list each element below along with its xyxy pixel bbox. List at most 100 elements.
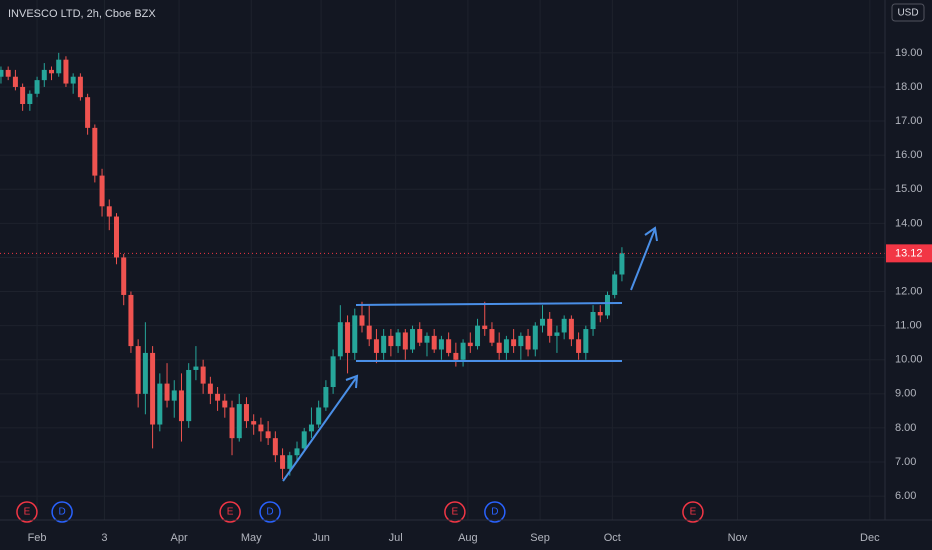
candle-body (207, 383, 213, 394)
x-tick-label: Aug (458, 532, 478, 544)
candle-body (482, 325, 488, 330)
candle-body (323, 387, 329, 408)
arrow-head (644, 226, 658, 242)
candle-body (258, 424, 264, 432)
candle-body (345, 322, 351, 353)
candle-body (453, 352, 459, 360)
candle-body (337, 322, 343, 357)
candle-body (388, 335, 394, 347)
candle-body (612, 274, 618, 295)
y-tick-label: 12.00 (895, 285, 923, 297)
candle-body (236, 404, 242, 439)
candle-body (402, 332, 408, 350)
candle-body (77, 76, 83, 98)
y-tick-label: 9.00 (895, 388, 916, 400)
x-tick-label: 3 (101, 532, 107, 544)
candle-body (150, 352, 156, 425)
candle-body (540, 318, 546, 326)
candle-body (280, 455, 286, 469)
candle-body (460, 342, 466, 360)
event-marker (219, 501, 241, 523)
candle-body (352, 315, 358, 353)
event-marker (444, 501, 466, 523)
candle-body (359, 315, 365, 326)
candle-body (113, 216, 119, 258)
candle-body (49, 69, 55, 74)
breakout-arrow (630, 228, 656, 291)
y-tick-label: 19.00 (895, 47, 923, 59)
y-tick-label: 14.00 (895, 217, 923, 229)
y-tick-label: 11.00 (895, 320, 922, 332)
trend-arrow (282, 377, 357, 482)
currency[interactable]: USD (897, 8, 918, 19)
candle-body (619, 253, 625, 275)
candle-body (243, 404, 249, 422)
resistance-line (355, 302, 623, 306)
candle-body (265, 431, 271, 439)
event-label: E (227, 507, 234, 518)
candle-body (366, 325, 372, 340)
candle-body (424, 335, 430, 343)
event-marker (16, 501, 38, 523)
y-tick-label: 7.00 (895, 456, 916, 468)
candle-body (251, 421, 257, 425)
currency-box[interactable] (891, 3, 925, 22)
candle-body (511, 339, 517, 347)
candle-body (308, 424, 314, 432)
candle-body (92, 127, 98, 176)
x-tick-label: Dec (860, 532, 880, 544)
candle-body (583, 329, 589, 353)
candle-body (56, 59, 62, 74)
y-tick-label: 10.00 (895, 354, 923, 366)
candle-body (5, 69, 11, 77)
event-label: D (266, 507, 273, 518)
drawings (282, 226, 658, 482)
candle-body (496, 342, 502, 353)
candle-body (34, 80, 40, 94)
candle-body (475, 325, 481, 347)
candle-body (431, 335, 437, 350)
candle-body (294, 448, 300, 456)
candle-body (178, 390, 184, 422)
candle-body (467, 342, 473, 347)
chart-title: INVESCO LTD, 2h, Cboe BZX (8, 8, 156, 20)
candle-body (446, 339, 452, 353)
event-label: E (24, 507, 31, 518)
candle-body (99, 175, 105, 207)
candle-body (503, 339, 509, 353)
y-tick-label: 17.00 (895, 115, 923, 127)
y-tick-label: 6.00 (895, 490, 916, 502)
candle-body (70, 76, 76, 84)
x-tick-label: May (241, 532, 262, 544)
candle-body (142, 352, 148, 394)
candle-body (525, 335, 531, 350)
candles (0, 52, 885, 480)
candle-body (12, 76, 18, 87)
x-tick-label: Nov (728, 532, 748, 544)
x-tick-label: Apr (171, 532, 188, 544)
candle-body (604, 294, 610, 316)
x-tick-label: Jul (389, 532, 403, 544)
y-tick-label: 18.00 (895, 81, 923, 93)
grid (0, 0, 885, 520)
candle-body (576, 339, 582, 353)
candle-body (395, 332, 401, 347)
axes: 6.007.008.009.0010.0011.0012.0013.0014.0… (28, 47, 932, 544)
event-label: E (690, 507, 697, 518)
candle-body (301, 431, 307, 449)
last-price-box (886, 244, 932, 263)
candle-body (287, 455, 293, 469)
candle-body (128, 294, 134, 347)
candle-body (135, 346, 141, 394)
candle-body (554, 332, 560, 336)
candle-body (410, 329, 416, 350)
candle-body (489, 329, 495, 343)
candle-body (215, 393, 221, 401)
x-tick-label: Feb (28, 532, 47, 544)
candle-body (330, 356, 336, 388)
x-tick-label: Sep (530, 532, 550, 544)
x-tick-label: Oct (604, 532, 621, 544)
